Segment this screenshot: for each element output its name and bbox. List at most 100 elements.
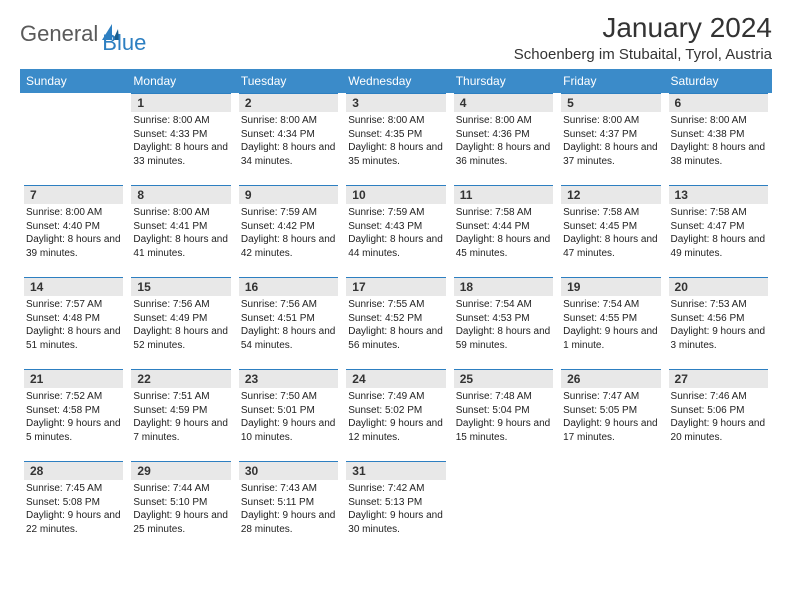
calendar-cell: 3Sunrise: 8:00 AMSunset: 4:35 PMDaylight… <box>342 93 449 185</box>
sunrise-text: Sunrise: 8:00 AM <box>563 114 658 128</box>
day-number: 2 <box>239 93 338 112</box>
day-number: 7 <box>24 185 123 204</box>
day-number: 29 <box>131 461 230 480</box>
calendar-cell: 22Sunrise: 7:51 AMSunset: 4:59 PMDayligh… <box>127 369 234 461</box>
day-info: Sunrise: 7:51 AMSunset: 4:59 PMDaylight:… <box>131 389 230 445</box>
sunrise-text: Sunrise: 7:49 AM <box>348 390 443 404</box>
weekday-header: Thursday <box>450 69 557 93</box>
calendar-cell <box>450 461 557 553</box>
weekday-header: Monday <box>127 69 234 93</box>
sunrise-text: Sunrise: 7:46 AM <box>671 390 766 404</box>
sunrise-text: Sunrise: 7:58 AM <box>563 206 658 220</box>
calendar-cell: 27Sunrise: 7:46 AMSunset: 5:06 PMDayligh… <box>665 369 772 461</box>
sunset-text: Sunset: 4:53 PM <box>456 312 551 326</box>
day-number: 1 <box>131 93 230 112</box>
calendar-cell: 9Sunrise: 7:59 AMSunset: 4:42 PMDaylight… <box>235 185 342 277</box>
sunset-text: Sunset: 4:48 PM <box>26 312 121 326</box>
day-number: 16 <box>239 277 338 296</box>
sunset-text: Sunset: 4:59 PM <box>133 404 228 418</box>
calendar-cell: 1Sunrise: 8:00 AMSunset: 4:33 PMDaylight… <box>127 93 234 185</box>
daylight-text: Daylight: 9 hours and 20 minutes. <box>671 417 766 444</box>
day-info: Sunrise: 7:52 AMSunset: 4:58 PMDaylight:… <box>24 389 123 445</box>
sunset-text: Sunset: 4:41 PM <box>133 220 228 234</box>
day-number: 9 <box>239 185 338 204</box>
location: Schoenberg im Stubaital, Tyrol, Austria <box>514 46 772 63</box>
sunrise-text: Sunrise: 7:53 AM <box>671 298 766 312</box>
daylight-text: Daylight: 8 hours and 54 minutes. <box>241 325 336 352</box>
sunrise-text: Sunrise: 7:59 AM <box>348 206 443 220</box>
day-number: 21 <box>24 369 123 388</box>
sunset-text: Sunset: 4:45 PM <box>563 220 658 234</box>
sunset-text: Sunset: 4:58 PM <box>26 404 121 418</box>
weekday-header: Tuesday <box>235 69 342 93</box>
calendar-cell: 20Sunrise: 7:53 AMSunset: 4:56 PMDayligh… <box>665 277 772 369</box>
calendar-cell: 24Sunrise: 7:49 AMSunset: 5:02 PMDayligh… <box>342 369 449 461</box>
sunrise-text: Sunrise: 7:58 AM <box>671 206 766 220</box>
sunset-text: Sunset: 4:33 PM <box>133 128 228 142</box>
sunrise-text: Sunrise: 8:00 AM <box>241 114 336 128</box>
sunset-text: Sunset: 4:38 PM <box>671 128 766 142</box>
calendar-week-row: 28Sunrise: 7:45 AMSunset: 5:08 PMDayligh… <box>20 461 772 553</box>
daylight-text: Daylight: 8 hours and 49 minutes. <box>671 233 766 260</box>
sunset-text: Sunset: 5:06 PM <box>671 404 766 418</box>
day-info: Sunrise: 7:49 AMSunset: 5:02 PMDaylight:… <box>346 389 445 445</box>
calendar-cell: 10Sunrise: 7:59 AMSunset: 4:43 PMDayligh… <box>342 185 449 277</box>
daylight-text: Daylight: 9 hours and 7 minutes. <box>133 417 228 444</box>
calendar-table: Sunday Monday Tuesday Wednesday Thursday… <box>20 69 772 553</box>
sunset-text: Sunset: 4:36 PM <box>456 128 551 142</box>
calendar-cell: 17Sunrise: 7:55 AMSunset: 4:52 PMDayligh… <box>342 277 449 369</box>
sunset-text: Sunset: 5:05 PM <box>563 404 658 418</box>
daylight-text: Daylight: 8 hours and 38 minutes. <box>671 141 766 168</box>
day-info: Sunrise: 7:56 AMSunset: 4:51 PMDaylight:… <box>239 297 338 353</box>
day-number: 28 <box>24 461 123 480</box>
calendar-cell: 16Sunrise: 7:56 AMSunset: 4:51 PMDayligh… <box>235 277 342 369</box>
day-number: 30 <box>239 461 338 480</box>
daylight-text: Daylight: 9 hours and 22 minutes. <box>26 509 121 536</box>
calendar-cell: 23Sunrise: 7:50 AMSunset: 5:01 PMDayligh… <box>235 369 342 461</box>
day-info: Sunrise: 7:47 AMSunset: 5:05 PMDaylight:… <box>561 389 660 445</box>
day-number: 25 <box>454 369 553 388</box>
calendar-cell: 15Sunrise: 7:56 AMSunset: 4:49 PMDayligh… <box>127 277 234 369</box>
sunrise-text: Sunrise: 7:45 AM <box>26 482 121 496</box>
weekday-header-row: Sunday Monday Tuesday Wednesday Thursday… <box>20 69 772 93</box>
day-number: 17 <box>346 277 445 296</box>
calendar-week-row: 21Sunrise: 7:52 AMSunset: 4:58 PMDayligh… <box>20 369 772 461</box>
sunset-text: Sunset: 5:02 PM <box>348 404 443 418</box>
day-info: Sunrise: 7:44 AMSunset: 5:10 PMDaylight:… <box>131 481 230 537</box>
sunset-text: Sunset: 4:40 PM <box>26 220 121 234</box>
daylight-text: Daylight: 8 hours and 52 minutes. <box>133 325 228 352</box>
daylight-text: Daylight: 8 hours and 56 minutes. <box>348 325 443 352</box>
logo-text-blue: Blue <box>102 30 146 55</box>
weekday-header: Friday <box>557 69 664 93</box>
day-info: Sunrise: 7:58 AMSunset: 4:44 PMDaylight:… <box>454 205 553 261</box>
calendar-cell: 2Sunrise: 8:00 AMSunset: 4:34 PMDaylight… <box>235 93 342 185</box>
daylight-text: Daylight: 8 hours and 42 minutes. <box>241 233 336 260</box>
calendar-cell: 7Sunrise: 8:00 AMSunset: 4:40 PMDaylight… <box>20 185 127 277</box>
calendar-week-row: 14Sunrise: 7:57 AMSunset: 4:48 PMDayligh… <box>20 277 772 369</box>
calendar-cell: 25Sunrise: 7:48 AMSunset: 5:04 PMDayligh… <box>450 369 557 461</box>
weekday-header: Sunday <box>20 69 127 93</box>
sunrise-text: Sunrise: 7:58 AM <box>456 206 551 220</box>
day-number: 6 <box>669 93 768 112</box>
daylight-text: Daylight: 8 hours and 47 minutes. <box>563 233 658 260</box>
daylight-text: Daylight: 8 hours and 44 minutes. <box>348 233 443 260</box>
day-number: 3 <box>346 93 445 112</box>
sunset-text: Sunset: 4:52 PM <box>348 312 443 326</box>
calendar-cell: 5Sunrise: 8:00 AMSunset: 4:37 PMDaylight… <box>557 93 664 185</box>
day-info: Sunrise: 7:45 AMSunset: 5:08 PMDaylight:… <box>24 481 123 537</box>
day-info: Sunrise: 7:58 AMSunset: 4:45 PMDaylight:… <box>561 205 660 261</box>
day-info: Sunrise: 8:00 AMSunset: 4:36 PMDaylight:… <box>454 113 553 169</box>
calendar-cell: 26Sunrise: 7:47 AMSunset: 5:05 PMDayligh… <box>557 369 664 461</box>
day-info: Sunrise: 7:58 AMSunset: 4:47 PMDaylight:… <box>669 205 768 261</box>
calendar-cell <box>665 461 772 553</box>
daylight-text: Daylight: 9 hours and 10 minutes. <box>241 417 336 444</box>
sunrise-text: Sunrise: 8:00 AM <box>456 114 551 128</box>
daylight-text: Daylight: 8 hours and 35 minutes. <box>348 141 443 168</box>
day-number: 4 <box>454 93 553 112</box>
day-number: 24 <box>346 369 445 388</box>
sunset-text: Sunset: 4:42 PM <box>241 220 336 234</box>
day-info: Sunrise: 7:55 AMSunset: 4:52 PMDaylight:… <box>346 297 445 353</box>
calendar-cell: 6Sunrise: 8:00 AMSunset: 4:38 PMDaylight… <box>665 93 772 185</box>
day-info: Sunrise: 8:00 AMSunset: 4:35 PMDaylight:… <box>346 113 445 169</box>
calendar-cell: 12Sunrise: 7:58 AMSunset: 4:45 PMDayligh… <box>557 185 664 277</box>
